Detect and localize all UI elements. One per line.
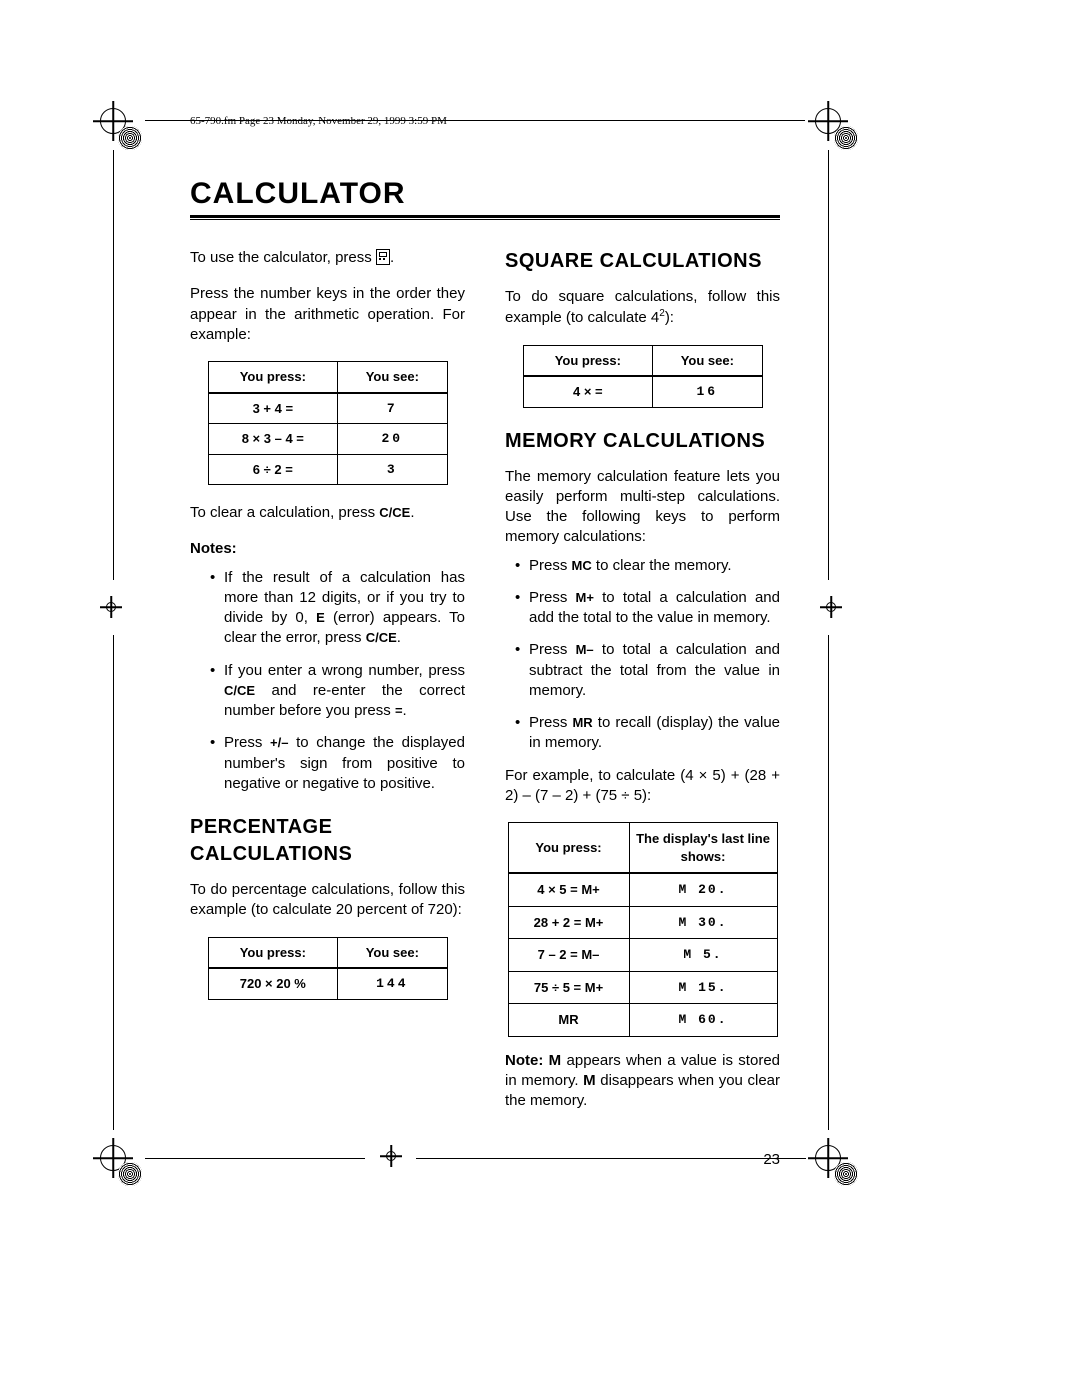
list-item: If the result of a calculation has more … [210,568,465,649]
memory-intro: The memory calculation feature lets you … [505,467,780,548]
frame-left-a [113,150,114,580]
square-heading: SQUARE CALCULATIONS [505,248,780,275]
table-row: 4 × 5 = M+M 20. [508,873,777,906]
clear-line: To clear a calculation, press C/CE. [190,503,465,523]
right-column: SQUARE CALCULATIONS To do square calcula… [505,248,780,1128]
corner-ball-tr [834,126,858,150]
page-number: 23 [763,1151,780,1168]
page-title: CALCULATOR [190,177,780,211]
th-see: You see: [653,345,762,376]
left-column: To use the calculator, press . Press the… [190,248,465,1128]
basic-calc-table: You press: You see: 3 + 4 =7 8 × 3 – 4 =… [208,361,448,485]
th-see: You see: [338,937,447,968]
table-row: 28 + 2 = M+M 30. [508,906,777,939]
table-row: 4 × =16 [523,376,762,407]
memory-note: Note: M appears when a value is stored i… [505,1051,780,1112]
list-item: If you enter a wrong number, press C/CE … [210,661,465,722]
intro-1a: To use the calculator, press [190,249,376,266]
th-see: You see: [338,362,447,393]
table-row: 75 ÷ 5 = M+M 15. [508,971,777,1004]
list-item: Press M– to total a calculation and subt… [515,640,780,701]
corner-ball-tl [118,126,142,150]
frame-bottom-b [416,1158,806,1159]
percentage-intro: To do percentage calculations, follow th… [190,880,465,921]
corner-ball-br [834,1162,858,1186]
frame-right-a [828,150,829,580]
corner-ball-bl [118,1162,142,1186]
reg-side-bottom [380,1145,402,1167]
notes-heading: Notes: [190,539,465,559]
intro-line-1: To use the calculator, press . [190,248,465,268]
clear-key: C/CE [379,505,410,520]
page-content: 65-790.fm Page 23 Monday, November 29, 1… [190,115,780,1128]
clear-a: To clear a calculation, press [190,504,379,521]
list-item: Press MC to clear the memory. [515,556,780,576]
memory-bullets: Press MC to clear the memory. Press M+ t… [505,556,780,754]
intro-1b: . [390,249,394,266]
th-press: You press: [208,937,338,968]
th-press: You press: [208,362,338,393]
list-item: Press MR to recall (display) the value i… [515,713,780,754]
calculator-icon [376,249,390,265]
table-row: 6 ÷ 2 =3 [208,454,447,485]
th-press: You press: [508,823,629,874]
th-see: The display's last line shows: [629,823,777,874]
percentage-table: You press: You see: 720 × 20 %144 [208,937,448,1000]
percentage-heading: PERCENTAGE CALCULATIONS [190,814,465,868]
table-row: MRM 60. [508,1004,777,1037]
reg-side-right [820,596,842,618]
list-item: Press M+ to total a calculation and add … [515,588,780,629]
memory-heading: MEMORY CALCULATIONS [505,428,780,455]
th-press: You press: [523,345,653,376]
notes-list: If the result of a calculation has more … [190,568,465,795]
frame-right-b [828,635,829,1130]
clear-b: . [410,504,414,521]
title-rule [190,215,780,220]
intro-line-2: Press the number keys in the order they … [190,284,465,345]
memory-table: You press: The display's last line shows… [508,822,778,1037]
table-row: 7 – 2 = M–M 5. [508,939,777,972]
square-intro: To do square calculations, follow this e… [505,287,780,329]
frame-left-b [113,635,114,1130]
table-row: 8 × 3 – 4 =20 [208,424,447,455]
reg-side-left [100,596,122,618]
square-table: You press: You see: 4 × =16 [523,345,763,408]
frame-bottom-a [145,1158,365,1159]
list-item: Press +/– to change the displayed number… [210,733,465,794]
table-row: 3 + 4 =7 [208,393,447,424]
header-meta: 65-790.fm Page 23 Monday, November 29, 1… [190,115,780,127]
table-row: 720 × 20 %144 [208,968,447,999]
memory-example: For example, to calculate (4 × 5) + (28 … [505,766,780,807]
